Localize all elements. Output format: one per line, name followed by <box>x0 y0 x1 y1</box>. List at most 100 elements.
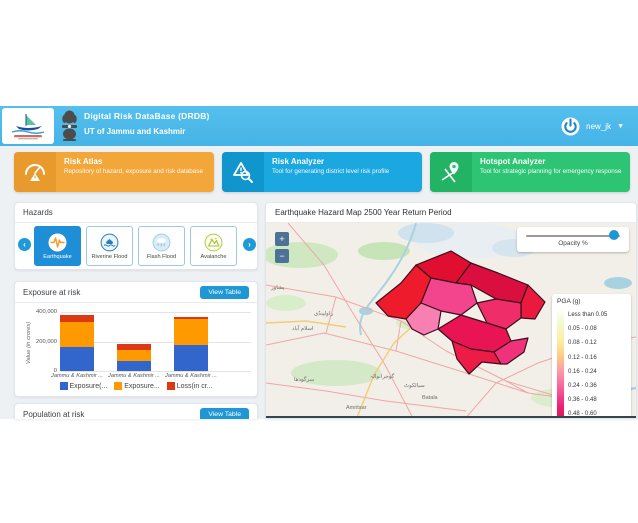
legend-series-name: Exposure... <box>124 382 160 390</box>
flash-flood-icon <box>152 233 171 251</box>
card-title: Hotspot Analyzer <box>480 157 546 166</box>
legend-color-chip <box>166 382 175 390</box>
pga-legend-entry: 0.48 - 0.60 <box>568 411 597 418</box>
gauge-warning-icon <box>25 164 45 181</box>
hazard-tile-riverine-flood[interactable]: Riverine Flood <box>86 226 133 266</box>
chart-gridline <box>61 312 251 313</box>
app-title-block: Digital Risk DataBase (DRDB) UT of Jammu… <box>84 111 210 136</box>
chart-legend-item: Loss(in cr... <box>166 382 213 390</box>
hotspot-analyzer-card[interactable]: Hotspot Analyzer Tool for strategic plan… <box>430 152 630 192</box>
bar-segment-lossincr <box>117 344 151 351</box>
map-city-label: Batala <box>422 395 438 401</box>
pga-legend-entry: 0.05 - 0.08 <box>568 326 597 333</box>
pga-legend-entry: Less than 0.05 <box>568 312 608 319</box>
app-title: Digital Risk DataBase (DRDB) <box>84 111 210 121</box>
boat-logo-icon <box>11 114 45 140</box>
pga-legend: PGA (g) Less than 0.05 0.05 - 0.08 0.08 - … <box>552 294 631 418</box>
riverine-flood-icon <box>100 233 119 251</box>
jk-districts-choropleth <box>375 250 546 375</box>
hazards-title: Hazards <box>23 208 53 217</box>
bar-segment-exposure <box>117 350 151 362</box>
pga-legend-entry: 0.24 - 0.36 <box>568 383 597 390</box>
map-title: Earthquake Hazard Map 2500 Year Return P… <box>266 203 636 223</box>
pga-legend-entry: 0.36 - 0.48 <box>568 397 597 404</box>
username-label[interactable]: new_jk <box>586 121 612 131</box>
map-city-label: گوجرانوالہ <box>370 374 395 380</box>
map-city-label: سرگودھا <box>294 377 315 383</box>
hazard-map[interactable]: Amritsar Batala گوجرانوالہ سیالکوٹ سرگودھا را… <box>266 223 636 418</box>
opacity-label: Opacity % <box>558 240 588 247</box>
map-city-label: پشاور <box>271 285 285 291</box>
avalanche-icon <box>204 233 223 251</box>
pga-legend-entry: 0.16 - 0.24 <box>568 368 597 375</box>
legend-series-name: Exposure(... <box>69 382 108 390</box>
india-emblem-icon <box>62 110 77 141</box>
bar-segment-lossincr <box>174 317 208 320</box>
risk-analyzer-card[interactable]: Risk Analyzer Tool for generating distri… <box>222 152 422 192</box>
hazard-tile-earthquake[interactable]: Earthquake <box>34 226 81 266</box>
chart-ytick: 0 <box>53 368 57 374</box>
exposure-view-table-button[interactable]: View Table <box>200 285 249 299</box>
magnifier-warning-icon <box>233 162 253 183</box>
card-subtitle: Repository of hazard, exposure and risk … <box>64 168 203 175</box>
chart-xlabel: Jammu & Kashmir ... <box>108 373 160 379</box>
app-subtitle: UT of Jammu and Kashmir <box>84 127 186 136</box>
chart-gridline <box>61 371 251 372</box>
opacity-widget: Opacity % <box>517 227 629 252</box>
pga-legend-title: PGA (g) <box>557 298 581 305</box>
risk-atlas-card[interactable]: Risk Atlas Repository of hazard, exposur… <box>14 152 214 192</box>
card-title: Risk Analyzer <box>272 157 325 166</box>
pga-legend-entry: 0.08 - 0.12 <box>568 340 597 347</box>
exposure-title: Exposure at risk <box>23 287 81 297</box>
chart-xlabel: Jammu & Kashmir ... <box>165 373 217 379</box>
card-subtitle: Tool for generating district level risk … <box>272 168 390 175</box>
map-zoom-out-button[interactable]: − <box>275 249 289 263</box>
opacity-slider-knob[interactable] <box>609 230 619 240</box>
map-city-label: اسلام آباد <box>292 326 314 332</box>
map-panel: Earthquake Hazard Map 2500 Year Return P… <box>265 202 637 419</box>
power-icon[interactable] <box>561 117 580 136</box>
chart-ytick: 200,000 <box>36 338 57 345</box>
org-logo[interactable] <box>2 108 54 144</box>
opacity-slider-track[interactable] <box>526 235 620 237</box>
chart-legend: Exposure(... Exposure... Loss(in cr... <box>15 382 257 390</box>
earthquake-icon <box>48 233 67 251</box>
chart-legend-item: Exposure(... <box>59 382 108 390</box>
chart-legend-item: Exposure... <box>114 382 160 390</box>
chart-xlabel: Jammu & Kashmir ... <box>51 373 103 379</box>
legend-color-chip <box>114 382 123 390</box>
legend-series-name: Loss(in cr... <box>176 382 213 390</box>
carousel-prev-button[interactable]: ‹ <box>18 238 31 251</box>
viewport-cut-edge <box>266 416 636 418</box>
legend-color-chip <box>59 382 68 390</box>
bar-segment-lossincr <box>60 314 94 323</box>
chart-ytick: 400,000 <box>36 309 57 315</box>
pga-legend-entry: 0.12 - 0.16 <box>568 354 597 361</box>
exposure-chart: Value (in crores) 400,000 200,000 0 Jammu &… <box>15 304 257 396</box>
map-city-label: راولپنڈی <box>314 311 334 317</box>
hazard-tile-flash-flood[interactable]: Flash Flood <box>138 226 185 266</box>
population-title: Population at risk <box>23 409 85 419</box>
hazard-tile-avalanche[interactable]: Avalanche <box>190 226 237 266</box>
exposure-panel: Exposure at risk View Table Value (in cr… <box>14 281 258 397</box>
map-pin-roads-icon <box>441 162 459 183</box>
chevron-down-icon[interactable]: ▼ <box>617 122 624 130</box>
bar-segment-exposure <box>60 322 94 348</box>
pga-color-ramp <box>557 308 564 418</box>
card-title: Risk Atlas <box>64 157 103 166</box>
map-zoom-in-button[interactable]: + <box>275 232 289 246</box>
population-view-table-button[interactable]: View Table <box>200 407 249 419</box>
app-header: Digital Risk DataBase (DRDB) UT of Jammu… <box>0 106 638 146</box>
bar-segment-exposure <box>117 361 151 371</box>
bar-segment-exposure <box>174 319 208 346</box>
page-background: Risk Atlas Repository of hazard, exposur… <box>0 146 638 419</box>
carousel-next-button[interactable]: › <box>243 238 256 251</box>
bar-segment-exposure <box>60 347 94 371</box>
card-subtitle: Tool for strategic planning for emergenc… <box>480 168 622 175</box>
map-city-label: Amritsar <box>346 405 367 411</box>
bar-segment-exposure <box>174 345 208 371</box>
population-panel: Population at risk View Table <box>14 403 258 419</box>
chart-gridline <box>61 341 251 343</box>
hazards-panel: Hazards ‹ Earthquake <box>14 202 258 270</box>
